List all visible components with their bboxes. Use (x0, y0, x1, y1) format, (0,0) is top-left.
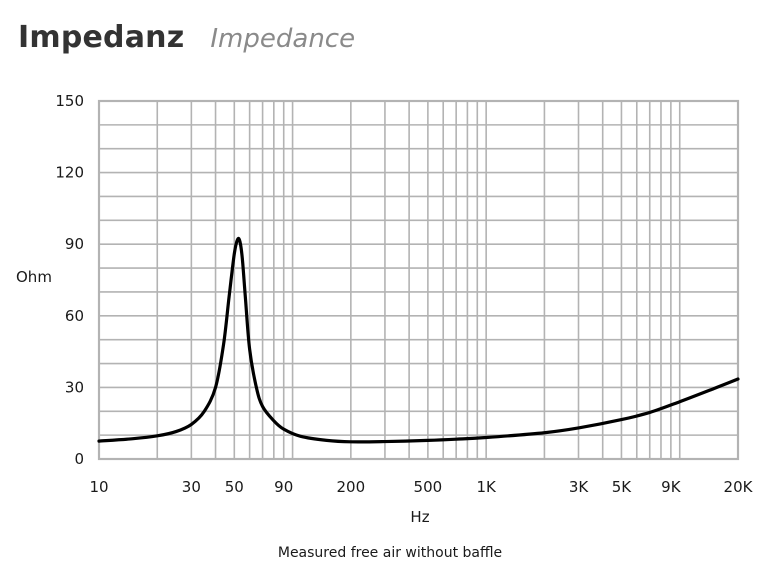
x-tick-label: 10 (89, 478, 108, 496)
x-tick-label: 3K (569, 478, 590, 496)
x-tick-label: 9K (661, 478, 682, 496)
plot-border (97, 99, 740, 461)
y-tick-label: 150 (55, 92, 84, 110)
chart-title-block: Impedanz Impedance (18, 20, 355, 60)
vertical-gridlines (98, 101, 739, 459)
x-tick-label: 1K (476, 478, 497, 496)
series-group (97, 236, 740, 444)
x-tick-label: 500 (414, 478, 443, 496)
measurement-note: Measured free air without baffle (277, 545, 503, 561)
x-tick-label: 30 (182, 478, 201, 496)
y-tick-label: 0 (74, 450, 84, 468)
y-tick-labels: 0 30 60 90 120 150 (55, 92, 84, 468)
y-tick-label: 30 (65, 378, 84, 396)
chart-title: Impedanz (18, 20, 185, 55)
x-tick-label: 5K (612, 478, 633, 496)
chart-subtitle: Impedance (210, 24, 356, 54)
horizontal-gridlines (99, 100, 738, 460)
x-axis-label: Hz (410, 508, 429, 526)
x-tick-label: 200 (337, 478, 366, 496)
y-tick-label: 90 (65, 235, 84, 253)
plot-frame (97, 99, 740, 461)
y-tick-label: 60 (65, 307, 84, 325)
y-axis-label: Ohm (16, 268, 52, 286)
y-tick-label: 120 (55, 164, 84, 182)
x-tick-labels: 10 30 50 90 200 500 1K 3K 5K 9K 20K (89, 478, 753, 496)
x-tick-label: 90 (274, 478, 293, 496)
impedance-curve (97, 236, 740, 444)
x-tick-label: 20K (724, 478, 754, 496)
x-tick-label: 50 (225, 478, 244, 496)
